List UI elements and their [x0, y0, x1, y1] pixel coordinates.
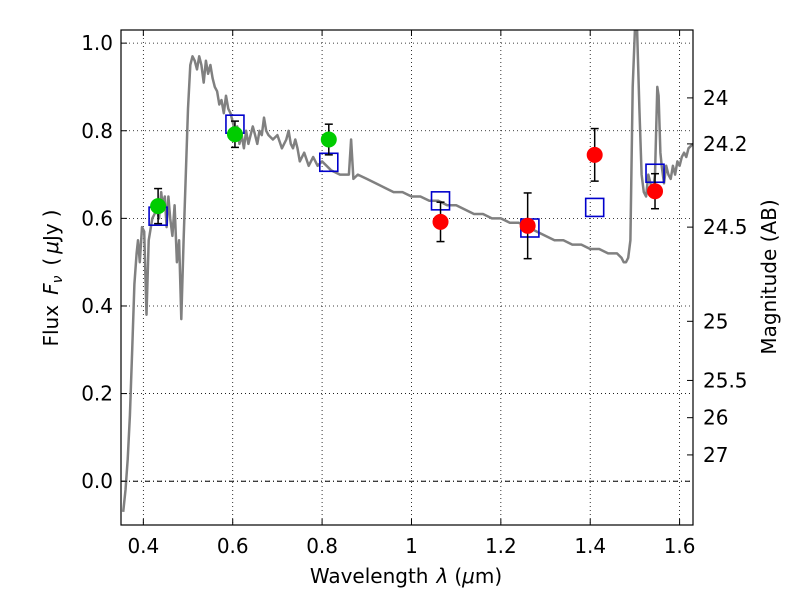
sed-model-line — [121, 30, 693, 513]
grid — [121, 30, 693, 525]
plot-area — [121, 30, 693, 513]
y-axis-subscript: ν — [50, 275, 66, 283]
x-axis-unit-mu: μ — [461, 564, 475, 588]
x-tick-label: 0.4 — [127, 534, 159, 558]
magnitude-tick-labels: 24 24.2 24.5 25 25.5 26 27 — [703, 86, 748, 467]
plot-frame — [120, 29, 694, 526]
y-axis-unit-open: ( — [39, 258, 63, 266]
magnitude-tick-label: 24.5 — [703, 215, 748, 239]
magnitude-tick-label: 25.5 — [703, 368, 748, 392]
observed-point-green — [226, 126, 243, 143]
x-tick-labels: 0.4 0.6 0.8 1 1.2 1.4 1.6 — [127, 534, 695, 558]
magnitude-tick-label: 27 — [703, 443, 728, 467]
y-tick-label: 0.8 — [81, 119, 113, 143]
magnitude-tick-label: 25 — [703, 309, 728, 333]
observed-point-green — [150, 198, 167, 215]
observed-point-red — [647, 183, 664, 200]
magnitude-tick-label: 26 — [703, 406, 728, 430]
x-axis-unit-open: ( — [454, 564, 462, 588]
y-tick-label: 0.2 — [81, 382, 113, 406]
x-tick-label: 0.8 — [306, 534, 338, 558]
x-axis-unit-rest: m) — [475, 564, 502, 588]
y-tick-label: 0.6 — [81, 206, 113, 230]
observed-point-red — [432, 213, 449, 230]
model-photometry-square — [584, 197, 605, 218]
x-axis-symbol: λ — [435, 564, 448, 588]
ticks — [121, 30, 693, 525]
y-tick-labels: 0.0 0.2 0.4 0.6 0.8 1.0 — [81, 31, 113, 493]
right-axis-label: Magnitude (AB) — [757, 199, 781, 354]
y-tick-label: 0.0 — [81, 469, 113, 493]
observed-point-red — [586, 146, 603, 163]
y-axis-label-word: Flux — [39, 305, 63, 347]
y-axis-unit-rest: Jy — [39, 223, 63, 243]
x-tick-label: 1.4 — [574, 534, 606, 558]
y-tick-label: 1.0 — [81, 31, 113, 55]
y-tick-label: 0.4 — [81, 294, 113, 318]
y-axis-unit-close: ) — [39, 209, 63, 217]
observed-point-red — [519, 217, 536, 234]
magnitude-tick-label: 24.2 — [703, 132, 748, 156]
x-tick-label: 1 — [405, 534, 418, 558]
x-axis-label: Wavelength λ (μm) — [310, 564, 502, 588]
x-tick-label: 0.6 — [217, 534, 249, 558]
observed-point-green — [320, 131, 337, 148]
y-axis-label: Flux Fν ( μJy) — [39, 209, 66, 346]
x-axis-label-word: Wavelength — [310, 564, 429, 588]
y-axis-symbol: F — [39, 283, 63, 295]
x-tick-label: 1.2 — [485, 534, 517, 558]
x-tick-label: 1.6 — [664, 534, 696, 558]
y-axis-unit-mu: μ — [39, 241, 63, 255]
magnitude-tick-label: 24 — [703, 86, 728, 110]
